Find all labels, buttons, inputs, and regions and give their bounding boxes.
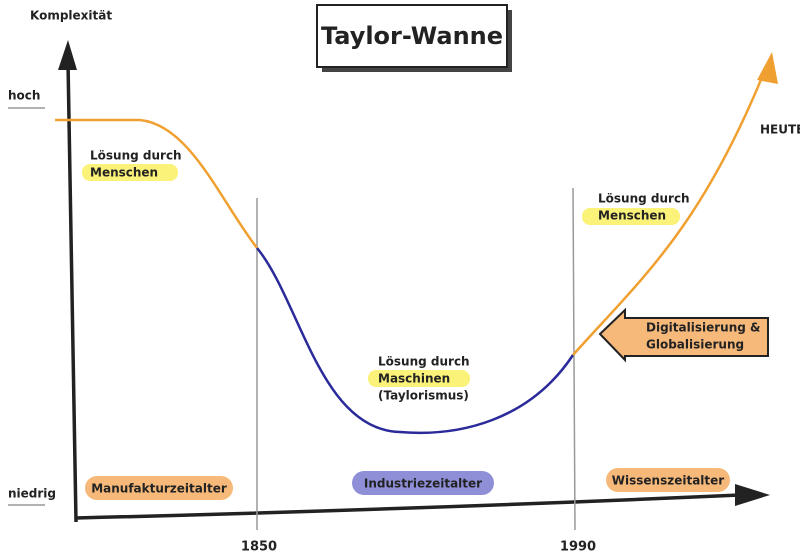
callout-text: Digitalisierung & [646,321,760,335]
callout-text: Globalisierung [646,338,744,352]
era-pill [85,476,233,500]
y-low: niedrig [8,487,56,501]
y-high: hoch [8,89,40,103]
era-label: Wissenszeitalter [612,474,725,488]
curve-left [55,118,258,249]
annotation: Lösung durch [598,192,690,206]
annotation: (Taylorismus) [378,389,469,403]
highlight [368,370,470,387]
y-axis [66,61,78,523]
y-axis-label: Komplexität [30,9,112,23]
x-axis [75,493,741,520]
curve-right [572,69,767,356]
x-arrow [735,484,770,506]
era-pill [606,468,730,492]
annotation: Lösung durch [378,355,470,369]
title: Taylor-Wanne [321,22,503,50]
marker-line [572,187,576,531]
annotation: Lösung durch [90,149,182,163]
x-marker: 1990 [560,540,596,555]
era-label: Manufakturzeitalter [91,482,227,496]
highlight [82,164,178,181]
curve-middle [256,247,575,435]
callout-arrow [598,307,769,363]
highlight [582,208,680,225]
annotation: Menschen [598,209,666,223]
x-marker: 1850 [241,540,277,555]
annotation: Menschen [90,166,158,180]
curve-arrow [757,52,778,84]
annotation: Maschinen [378,372,450,386]
x-end: HEUTE [760,123,800,137]
era-label: Industriezeitalter [364,477,482,491]
title-box [316,4,508,68]
y-arrow [58,40,77,70]
era-pill [352,471,494,495]
